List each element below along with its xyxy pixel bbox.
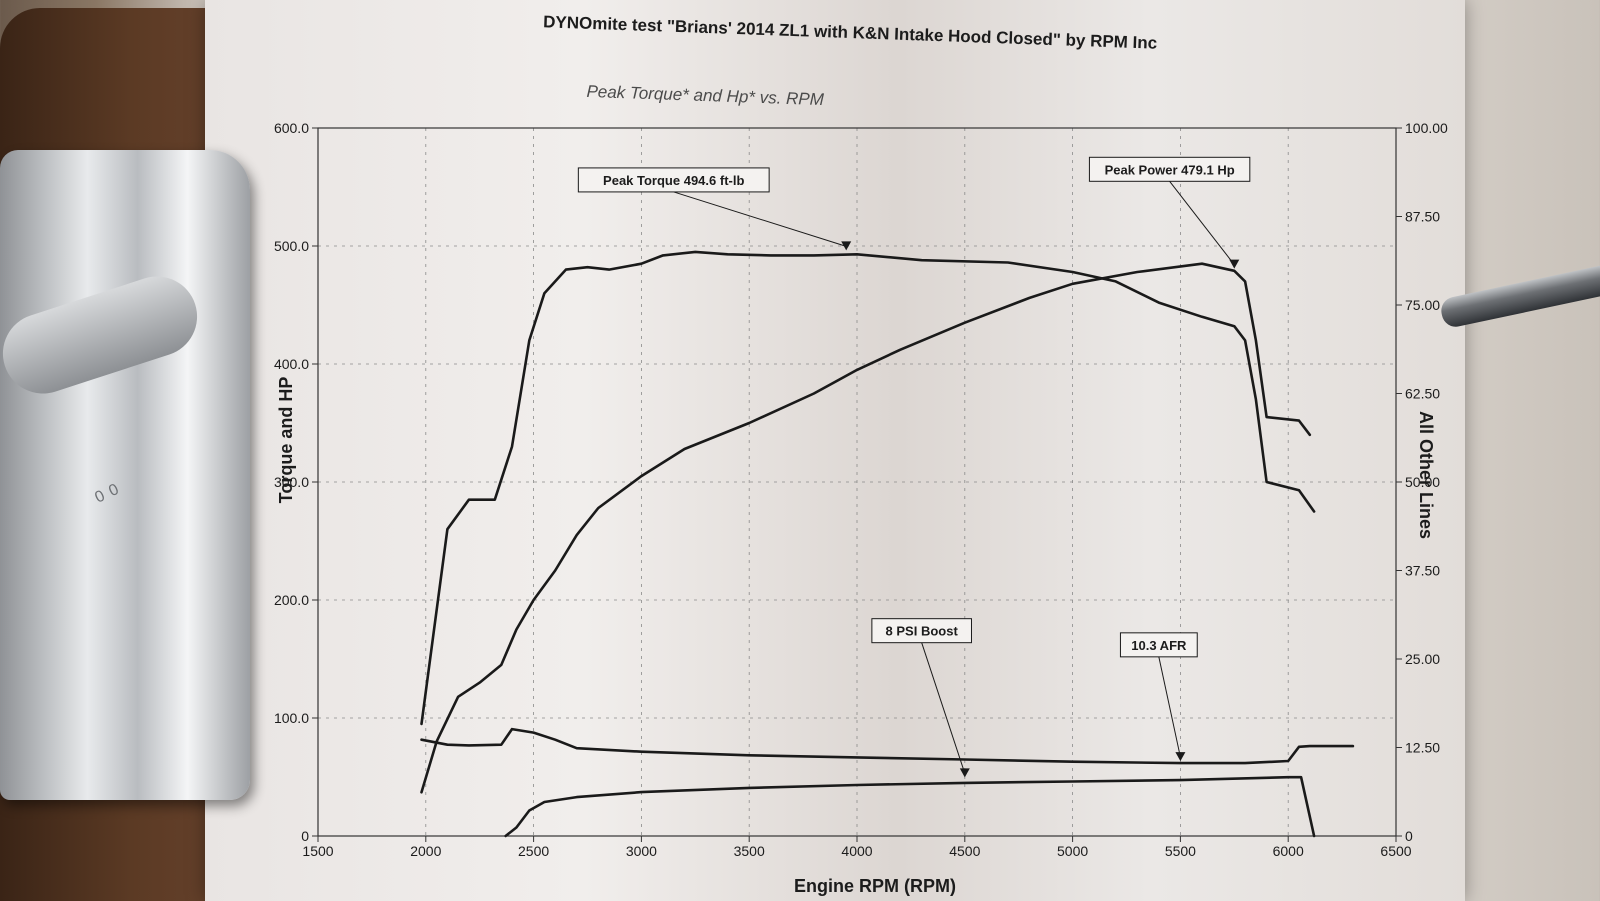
x-tick-label: 2000 — [410, 843, 441, 859]
y-tick-label: 400.0 — [274, 356, 309, 372]
annotation-label: Peak Torque 494.6 ft-lb — [603, 173, 744, 188]
y2-tick-label: 37.50 — [1405, 563, 1440, 579]
chart-title-group: DYNOmite test "Brians' 2014 ZL1 with K&N… — [543, 12, 1158, 109]
y-tick-label: 100.0 — [274, 710, 309, 726]
dyno-sheet — [205, 0, 1465, 901]
y2-tick-label: 100.00 — [1405, 120, 1448, 136]
y-tick-label: 200.0 — [274, 592, 309, 608]
x-tick-label: 6000 — [1273, 843, 1304, 859]
x-tick-label: 1500 — [302, 843, 333, 859]
x-tick-label: 6500 — [1380, 843, 1411, 859]
annotation-arrowhead — [959, 768, 970, 778]
y2-axis-label: All Other Lines — [1416, 411, 1436, 539]
annotation-leader — [673, 191, 847, 247]
y2-tick-label: 75.00 — [1405, 297, 1440, 313]
x-tick-label: 2500 — [518, 843, 549, 859]
annotation-arrowhead — [1175, 752, 1186, 762]
annotation-box — [1088, 156, 1251, 182]
annotation-layer: Peak Torque 494.6 ft-lb Peak Power 479.1 … — [577, 156, 1251, 778]
y2-tick-label: 62.50 — [1405, 386, 1440, 402]
chart-title: DYNOmite test "Brians' 2014 ZL1 with K&N… — [543, 12, 1158, 52]
series-line-1 — [420, 250, 1316, 726]
annotation-leader — [1169, 180, 1235, 265]
grid-layer — [317, 127, 1397, 837]
x-tick-label: 4000 — [841, 843, 872, 859]
y-tick-label: 0 — [301, 828, 309, 844]
annotation-box — [577, 167, 770, 193]
y-tick-label: 600.0 — [274, 120, 309, 136]
x-tick-label: 3000 — [626, 843, 657, 859]
x-tick-label: 5500 — [1165, 843, 1196, 859]
x-axis-label: Engine RPM (RPM) — [794, 876, 956, 896]
y2-tick-label: 25.00 — [1405, 651, 1440, 667]
series-line-2 — [420, 262, 1312, 794]
x-tick-label: 5000 — [1057, 843, 1088, 859]
series-layer — [420, 250, 1355, 838]
annotation-leader — [921, 642, 966, 774]
x-tick-label: 3500 — [734, 843, 765, 859]
series-line-3 — [420, 727, 1355, 765]
x-tick-label: 4500 — [949, 843, 980, 859]
annotation-label: 10.3 AFR — [1131, 638, 1187, 653]
annotation-box — [1119, 632, 1198, 658]
annotation-arrowhead — [1229, 259, 1240, 269]
chart-subtitle: Peak Torque* and Hp* vs. RPM — [586, 82, 825, 109]
y2-tick-label: 50.00 — [1405, 474, 1440, 490]
annotation-label: 8 PSI Boost — [886, 624, 959, 639]
y2-tick-label: 12.50 — [1405, 740, 1440, 756]
annotation-arrowhead — [841, 241, 852, 251]
y-tick-label: 300.0 — [274, 474, 309, 490]
annotation-label: Peak Power 479.1 Hp — [1105, 162, 1235, 177]
y-tick-label: 500.0 — [274, 238, 309, 254]
binder-clip — [0, 150, 250, 800]
annotation-box — [871, 618, 972, 644]
series-line-4 — [504, 775, 1316, 838]
y2-tick-label: 87.50 — [1405, 209, 1440, 225]
annotation-leader — [1158, 656, 1181, 758]
y2-tick-label: 0 — [1405, 828, 1413, 844]
y-axis-label: Torque and HP — [276, 377, 296, 504]
axes-layer: 1500 2000 2500 3000 3500 4000 4500 5000 5500 6000… — [274, 120, 1448, 859]
